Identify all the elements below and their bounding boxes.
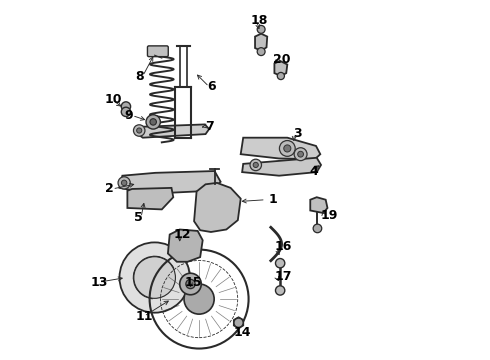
Circle shape xyxy=(277,72,285,80)
Text: 6: 6 xyxy=(207,80,216,93)
Circle shape xyxy=(257,48,265,55)
Text: 11: 11 xyxy=(136,310,153,323)
Circle shape xyxy=(313,224,322,233)
Circle shape xyxy=(186,279,195,289)
Text: 5: 5 xyxy=(134,211,143,224)
Circle shape xyxy=(275,258,285,268)
Circle shape xyxy=(120,242,190,313)
Text: 15: 15 xyxy=(185,276,202,289)
FancyBboxPatch shape xyxy=(147,46,168,57)
Text: 7: 7 xyxy=(205,120,214,133)
Polygon shape xyxy=(310,197,327,213)
Text: 14: 14 xyxy=(234,326,251,339)
Text: 1: 1 xyxy=(269,193,277,206)
Text: 9: 9 xyxy=(125,109,133,122)
Polygon shape xyxy=(241,138,320,159)
Polygon shape xyxy=(255,34,267,51)
Text: 16: 16 xyxy=(274,240,292,253)
Text: 12: 12 xyxy=(173,228,191,241)
Polygon shape xyxy=(136,125,209,138)
Circle shape xyxy=(250,159,262,171)
Circle shape xyxy=(137,128,142,133)
Circle shape xyxy=(284,145,291,152)
Circle shape xyxy=(122,102,131,111)
Circle shape xyxy=(150,119,156,125)
Circle shape xyxy=(146,115,160,129)
Text: 19: 19 xyxy=(320,210,338,222)
Circle shape xyxy=(275,286,285,295)
Circle shape xyxy=(257,26,265,33)
Circle shape xyxy=(253,162,258,167)
Text: 18: 18 xyxy=(250,14,268,27)
Circle shape xyxy=(184,284,214,314)
Circle shape xyxy=(294,148,307,161)
Polygon shape xyxy=(242,158,321,176)
Circle shape xyxy=(180,273,201,295)
Circle shape xyxy=(118,177,130,189)
Text: 4: 4 xyxy=(310,165,318,177)
Circle shape xyxy=(279,140,295,156)
Circle shape xyxy=(234,318,243,327)
Text: 3: 3 xyxy=(294,127,302,140)
Polygon shape xyxy=(127,188,173,210)
Circle shape xyxy=(134,257,175,298)
Circle shape xyxy=(298,151,303,157)
Polygon shape xyxy=(194,183,241,232)
Circle shape xyxy=(122,180,127,186)
Circle shape xyxy=(122,107,131,117)
Text: 8: 8 xyxy=(136,69,144,82)
Text: 13: 13 xyxy=(90,276,107,289)
Polygon shape xyxy=(168,229,203,262)
Text: 10: 10 xyxy=(104,93,122,106)
Circle shape xyxy=(133,125,145,136)
Polygon shape xyxy=(120,171,220,194)
Polygon shape xyxy=(274,61,287,76)
Text: 2: 2 xyxy=(105,183,114,195)
Text: 20: 20 xyxy=(273,53,291,66)
Text: 17: 17 xyxy=(274,270,292,283)
